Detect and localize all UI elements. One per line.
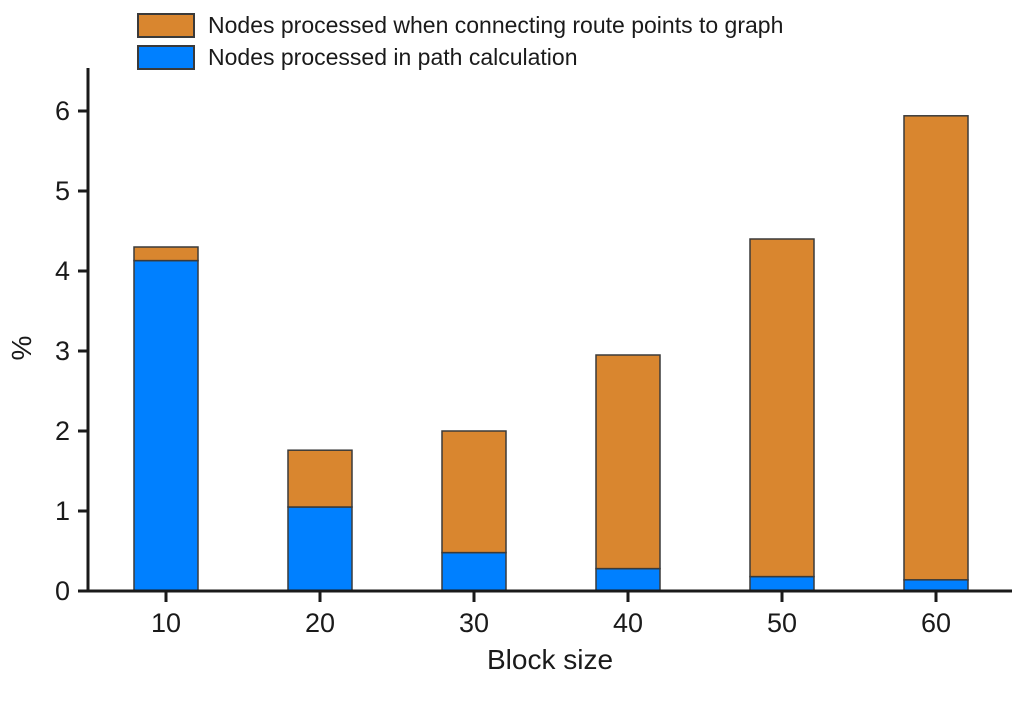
x-tick-label: 40 <box>613 608 643 638</box>
x-tick-label: 50 <box>767 608 797 638</box>
y-tick-label: 4 <box>55 256 70 286</box>
bar-segment-orange-30 <box>441 430 507 554</box>
legend-label-path-calc: Nodes processed in path calculation <box>208 44 578 70</box>
x-tick-label: 20 <box>305 608 335 638</box>
y-tick-label: 1 <box>55 496 70 526</box>
bar-segment-blue-20 <box>287 506 353 592</box>
y-axis-label: % <box>6 335 37 361</box>
y-tick-label: 0 <box>55 576 70 606</box>
bar-segment-orange-20 <box>287 449 353 508</box>
bar-segment-blue-50 <box>749 575 815 592</box>
legend: Nodes processed when connecting route po… <box>137 12 783 76</box>
legend-swatch-path-calc <box>137 45 195 70</box>
bar-segment-orange-60 <box>903 115 969 581</box>
legend-item-connecting: Nodes processed when connecting route po… <box>137 12 783 39</box>
bar-segment-orange-10 <box>133 246 199 262</box>
bar-segment-orange-50 <box>749 238 815 578</box>
bar-segment-blue-30 <box>441 551 507 592</box>
legend-swatch-connecting <box>137 13 195 38</box>
x-axis-label: Block size <box>486 644 614 675</box>
y-tick-label: 5 <box>55 176 70 206</box>
y-tick-label: 3 <box>55 336 70 366</box>
bar-segment-blue-40 <box>595 567 661 592</box>
axes <box>86 68 1012 593</box>
bar-segment-orange-40 <box>595 354 661 570</box>
bar-segment-blue-10 <box>133 259 199 592</box>
y-tick-label: 6 <box>55 96 70 126</box>
x-tick-label: 60 <box>921 608 951 638</box>
x-tick-label: 10 <box>151 608 181 638</box>
legend-label-connecting: Nodes processed when connecting route po… <box>208 12 784 38</box>
bar-segment-blue-60 <box>903 579 969 592</box>
x-tick-label: 30 <box>459 608 489 638</box>
legend-item-path-calc: Nodes processed in path calculation <box>137 44 783 71</box>
y-tick-label: 2 <box>55 416 70 446</box>
